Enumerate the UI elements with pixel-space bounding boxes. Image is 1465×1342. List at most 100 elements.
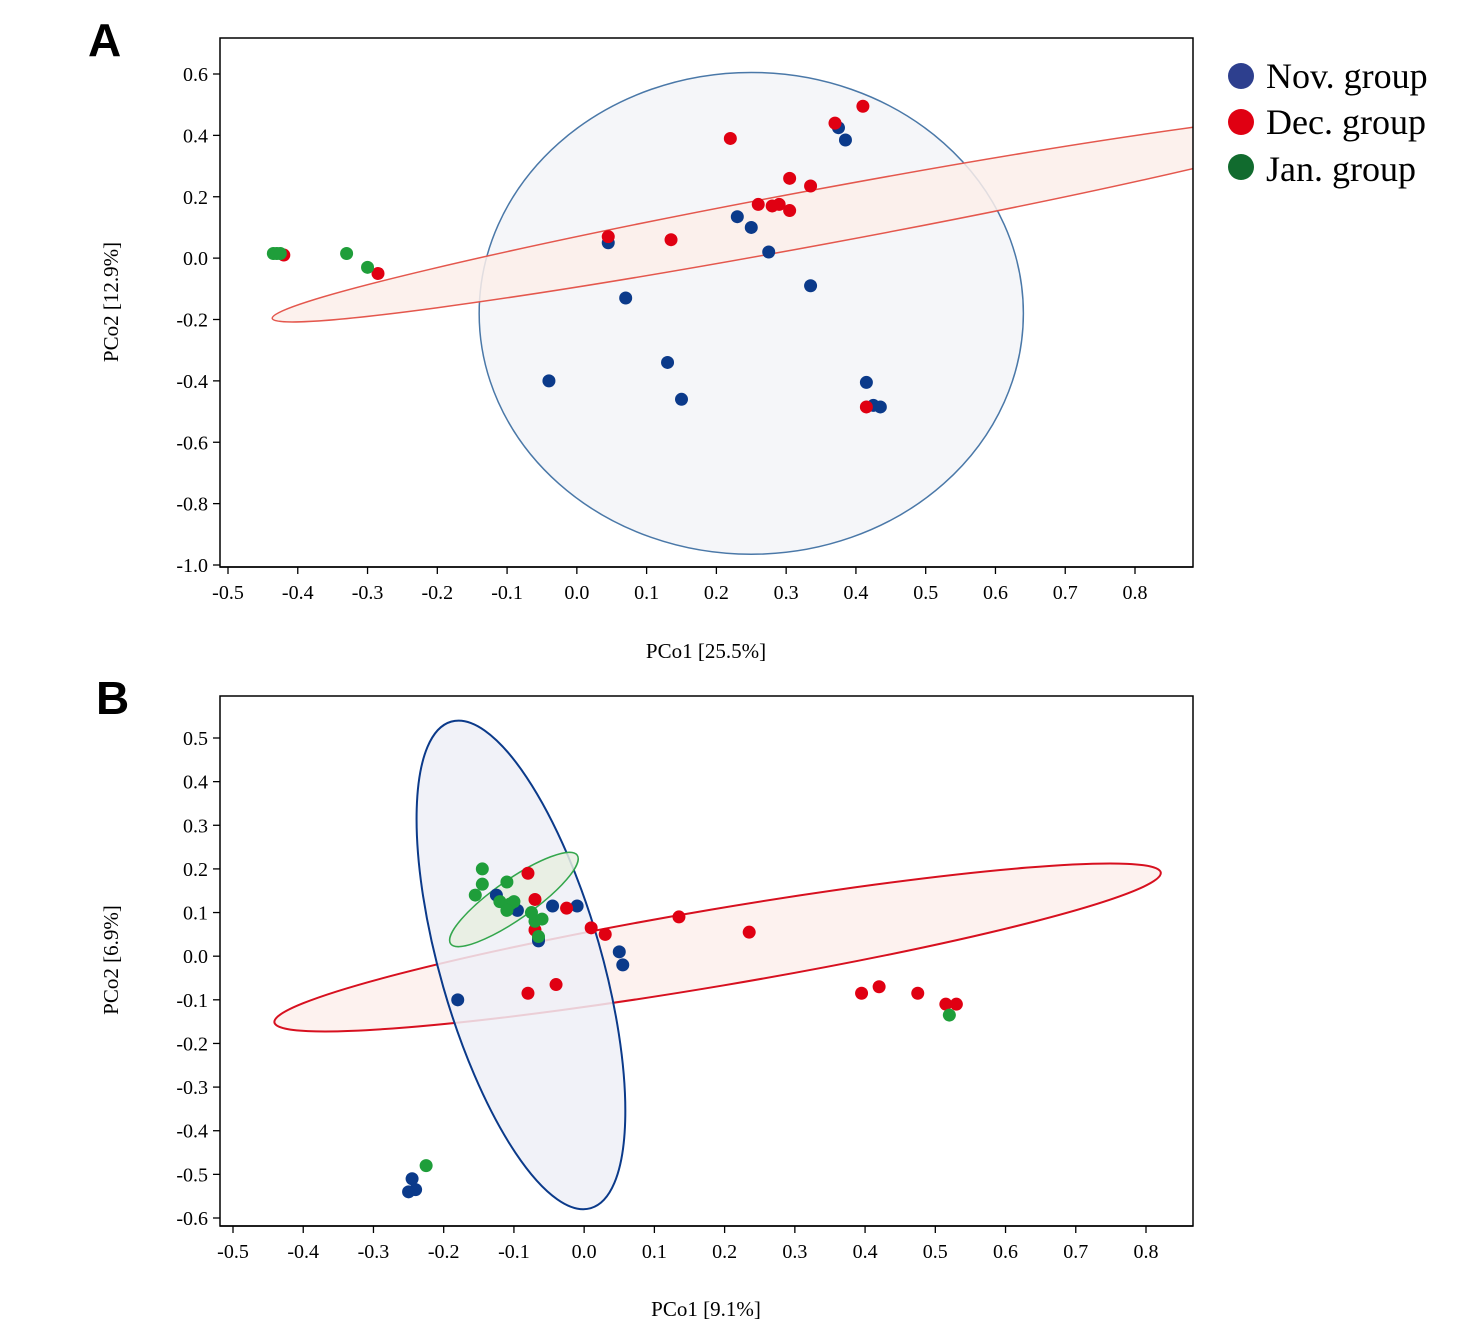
panel-a-point-dec bbox=[772, 197, 786, 211]
panel-b-point-dec bbox=[855, 986, 869, 1000]
legend-item-jan: Jan. group bbox=[1228, 149, 1416, 189]
legend-item-dec: Dec. group bbox=[1228, 102, 1426, 142]
panel-a-point-dec bbox=[371, 266, 385, 280]
panel-b-y-tick-label: -0.6 bbox=[176, 1208, 208, 1230]
panel-b-point-jan bbox=[475, 862, 489, 876]
panel-b-y-axis: 0.5 0.4 0.3 0.2 0.1 0.0 -0.1 -0.2 -0.3 -0.4 -0.5 -0… bbox=[176, 728, 220, 1230]
panel-b-point-nov bbox=[546, 899, 560, 913]
panel-b-y-tick-label: 0.4 bbox=[183, 772, 208, 794]
panel-a-x-tick-label: -0.4 bbox=[282, 582, 314, 604]
panel-b-y-tick-label: 0.0 bbox=[183, 946, 208, 968]
panel-a-x-tick-label: 0.2 bbox=[704, 582, 729, 604]
panel-b-point-dec bbox=[584, 921, 598, 935]
panel-b-point-jan bbox=[468, 888, 482, 902]
panel-b-point-nov bbox=[405, 1172, 419, 1186]
panel-a-point-nov bbox=[804, 279, 818, 293]
panel-b-x-tick-label: 0.5 bbox=[923, 1241, 948, 1263]
panel-a-point-nov bbox=[744, 220, 758, 234]
panel-a-points bbox=[266, 99, 887, 414]
panel-a-x-tick-label: 0.3 bbox=[774, 582, 799, 604]
panel-a-letter: A bbox=[88, 14, 121, 66]
legend-marker-jan bbox=[1228, 154, 1254, 180]
panel-a-x-tick-label: 0.4 bbox=[843, 582, 868, 604]
panel-a-ellipse-nov bbox=[478, 71, 1025, 556]
panel-b-point-jan bbox=[532, 930, 546, 944]
panel-b-point-nov bbox=[612, 945, 626, 959]
panel-a-point-dec bbox=[828, 116, 842, 130]
panel-b-point-dec bbox=[521, 986, 535, 1000]
panel-a-x-axis-title: PCo1 [25.5%] bbox=[646, 639, 766, 663]
panel-b-x-tick-label: 0.8 bbox=[1134, 1241, 1159, 1263]
panel-a-point-dec bbox=[804, 179, 818, 193]
panel-b-letter: B bbox=[96, 672, 129, 724]
panel-a-point-nov bbox=[730, 210, 744, 224]
panel-a-point-dec bbox=[601, 230, 615, 244]
legend-marker-dec bbox=[1228, 109, 1254, 135]
panel-b-x-axis: -0.5 -0.4 -0.3 -0.2 -0.1 0.0 0.1 0.2 0.3 0.4 0.5 0.… bbox=[217, 1225, 1193, 1263]
panel-a-y-tick-label: 0.0 bbox=[183, 248, 208, 270]
panel-b-ellipse-nov bbox=[415, 719, 627, 1211]
panel-b-x-tick-label: 0.4 bbox=[853, 1241, 878, 1263]
panel-b-y-tick-label: 0.2 bbox=[183, 859, 208, 881]
panel-a-point-nov bbox=[542, 374, 556, 388]
panel-b-ellipse-dec bbox=[273, 862, 1162, 1033]
panel-b-points bbox=[402, 862, 963, 1199]
panel-a-y-axis: 0.6 0.4 0.2 0.0 -0.2 -0.4 -0.6 -0.8 -1.0 bbox=[176, 64, 220, 577]
legend-item-nov: Nov. group bbox=[1228, 56, 1428, 96]
legend-marker-nov bbox=[1228, 63, 1254, 89]
legend: Nov. group Dec. group Jan. group bbox=[1228, 56, 1428, 189]
panel-b-x-axis-title: PCo1 [9.1%] bbox=[651, 1297, 761, 1321]
panel-b-point-nov bbox=[570, 899, 584, 913]
panel-a-x-tick-label: 0.0 bbox=[564, 582, 589, 604]
panel-a: A -0.5 -0.4 -0.3 -0.2 -0.1 0.0 0.1 0.2 0.3 0.4 0.5… bbox=[88, 14, 1194, 663]
panel-b-point-dec bbox=[949, 997, 963, 1011]
panel-a-x-tick-label: -0.2 bbox=[421, 582, 453, 604]
panel-b-point-dec bbox=[521, 866, 535, 880]
legend-label-dec: Dec. group bbox=[1266, 102, 1426, 142]
panel-a-point-nov bbox=[661, 355, 675, 369]
panel-b-y-tick-label: 0.5 bbox=[183, 728, 208, 750]
panel-b-x-tick-label: -0.4 bbox=[287, 1241, 319, 1263]
panel-b-point-dec bbox=[528, 892, 542, 906]
panel-a-point-jan bbox=[273, 247, 287, 261]
panel-b-point-dec bbox=[872, 980, 886, 994]
panel-a-point-dec bbox=[783, 204, 797, 218]
panel-b-point-nov bbox=[616, 958, 630, 972]
panel-a-x-tick-label: 0.8 bbox=[1123, 582, 1148, 604]
panel-b-point-dec bbox=[560, 901, 574, 915]
panel-b-y-tick-label: 0.3 bbox=[183, 815, 208, 837]
panel-b-point-jan bbox=[507, 895, 521, 909]
panel-b-point-dec bbox=[549, 978, 563, 992]
panel-b-x-tick-label: 0.7 bbox=[1063, 1241, 1088, 1263]
panel-a-x-tick-label: 0.6 bbox=[983, 582, 1008, 604]
panel-a-point-nov bbox=[675, 392, 688, 406]
panel-a-x-tick-label: -0.1 bbox=[491, 582, 523, 604]
panel-b-y-tick-label: -0.5 bbox=[176, 1164, 208, 1186]
panel-b-x-tick-label: 0.0 bbox=[572, 1241, 597, 1263]
panel-b-point-nov bbox=[451, 993, 465, 1007]
panel-b: B -0.5 -0.4 -0.3 -0.2 -0.1 0.0 0.1 0.2 0.3 0.4 0.5… bbox=[96, 672, 1194, 1321]
panel-b-x-tick-label: 0.6 bbox=[993, 1241, 1018, 1263]
panel-b-point-jan bbox=[500, 903, 514, 917]
panel-b-y-tick-label: 0.1 bbox=[183, 903, 208, 925]
panel-a-x-axis: -0.5 -0.4 -0.3 -0.2 -0.1 0.0 0.1 0.2 0.3 0.4 0.5 0.… bbox=[212, 566, 1193, 604]
panel-a-y-tick-label: -0.2 bbox=[176, 310, 208, 332]
panel-b-point-dec bbox=[939, 997, 953, 1011]
legend-label-jan: Jan. group bbox=[1266, 149, 1416, 189]
panel-b-x-tick-label: -0.5 bbox=[217, 1241, 249, 1263]
panel-a-x-tick-label: -0.5 bbox=[212, 582, 244, 604]
panel-b-point-dec bbox=[911, 986, 925, 1000]
panel-a-point-nov bbox=[762, 245, 776, 259]
panel-b-point-dec bbox=[672, 910, 686, 924]
panel-a-point-jan bbox=[340, 247, 354, 261]
panel-b-point-dec bbox=[598, 927, 612, 941]
panel-b-point-dec bbox=[742, 925, 756, 939]
panel-b-point-jan bbox=[493, 895, 507, 909]
panel-a-x-tick-label: 0.7 bbox=[1053, 582, 1078, 604]
panel-a-y-tick-label: 0.2 bbox=[183, 187, 208, 209]
panel-a-point-jan bbox=[361, 260, 375, 274]
panel-b-point-jan bbox=[475, 877, 489, 891]
panel-a-x-tick-label: 0.1 bbox=[634, 582, 659, 604]
panel-b-x-tick-label: -0.3 bbox=[358, 1241, 390, 1263]
